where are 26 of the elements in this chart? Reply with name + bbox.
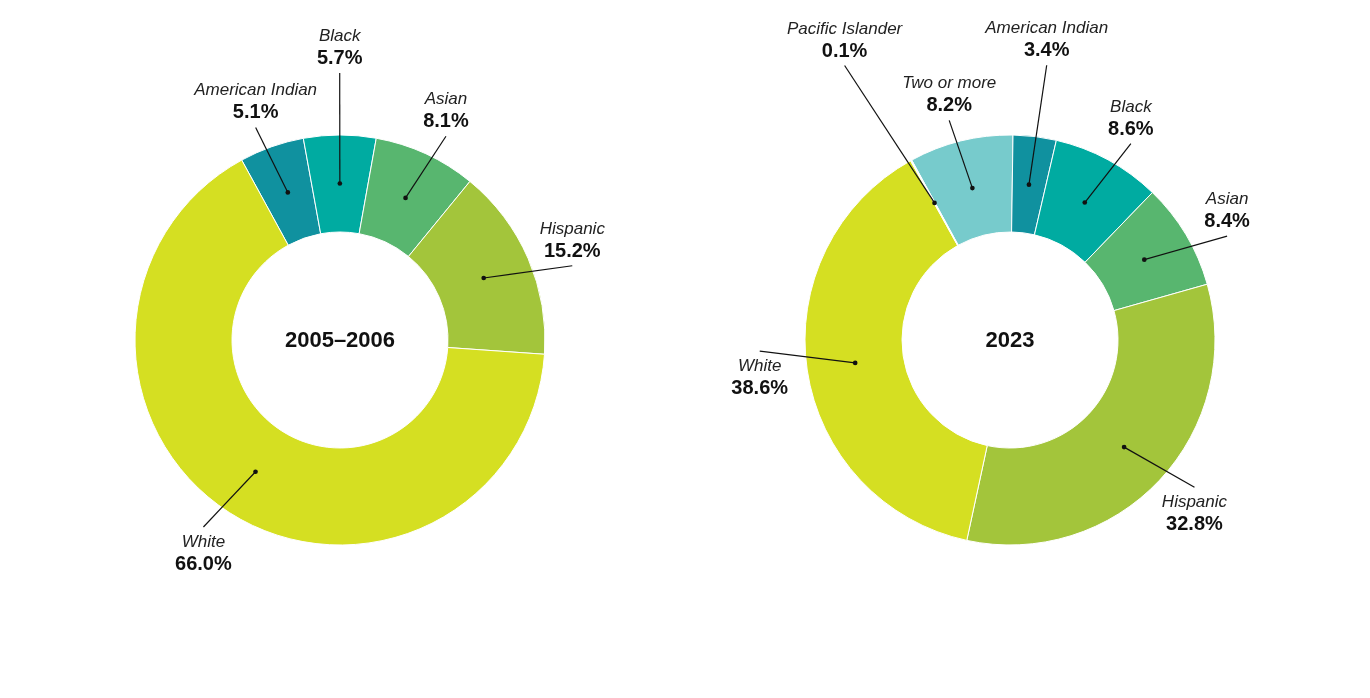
slice-label: Black bbox=[1110, 96, 1154, 116]
slice-label: Black bbox=[318, 26, 362, 45]
text: 2005–2006 bbox=[284, 327, 396, 352]
data-label: 8.1% bbox=[423, 109, 469, 132]
slice-label: Hispanic bbox=[539, 218, 606, 238]
slice-label: Hispanic bbox=[1161, 492, 1228, 512]
data-label: 8.6% bbox=[1108, 116, 1154, 139]
data-label: 3.4% bbox=[1023, 38, 1070, 61]
data-label: 38.6% bbox=[731, 376, 789, 399]
slice-label: Asian bbox=[423, 89, 468, 109]
data-label: 32.8% bbox=[1166, 512, 1224, 535]
data-label: 8.4% bbox=[1204, 209, 1251, 232]
slice-label: American Indian bbox=[193, 80, 318, 100]
slice-label: Pacific Islander bbox=[786, 18, 904, 38]
data-label: 5.1% bbox=[232, 100, 279, 123]
data-label: 15.2% bbox=[543, 238, 601, 261]
slice-label: Two or more bbox=[902, 73, 997, 93]
slice-label: White bbox=[181, 531, 226, 551]
slice-label: White bbox=[737, 356, 782, 376]
data-label: 5.7% bbox=[316, 46, 363, 68]
data-label: 66.0% bbox=[175, 551, 232, 574]
slice-label: Asian bbox=[1204, 189, 1249, 209]
slice-label: American Indian bbox=[984, 18, 1109, 38]
data-label: 0.1% bbox=[821, 38, 868, 61]
text: 2023 bbox=[985, 327, 1035, 352]
data-label: 8.2% bbox=[926, 93, 973, 116]
